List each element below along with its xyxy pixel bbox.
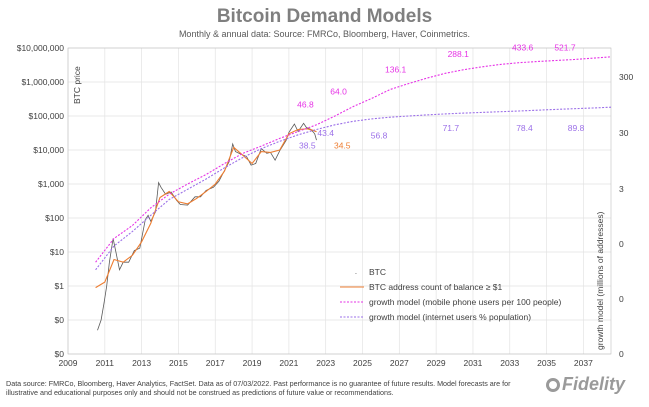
x-axis-ticks: 2009 2011 2013 2015 2017 2019 2021 2023 2025 2027… <box>59 358 594 368</box>
x-tick-label: 2035 <box>537 358 556 368</box>
x-tick-label: 2017 <box>206 358 225 368</box>
series-line-3 <box>95 106 612 271</box>
series-lines <box>95 56 612 331</box>
chart-title: Bitcoin Demand Models <box>216 6 433 27</box>
annotation-label: 43.4 <box>317 128 334 138</box>
y2-tick-label: 30 <box>619 128 629 138</box>
y-axis-label: BTC price <box>72 66 82 104</box>
y-tick-label: $10,000,000 <box>17 43 65 53</box>
x-tick-label: 2031 <box>463 358 482 368</box>
series-line-2 <box>95 56 612 263</box>
y-tick-label: $10 <box>50 247 64 257</box>
y2-tick-label: 300 <box>619 72 633 82</box>
x-tick-label: 2011 <box>96 358 115 368</box>
y2-axis-label: growth model (millions of addresses) <box>595 211 605 350</box>
x-tick-label: 2033 <box>500 358 519 368</box>
annotations: 46.8 64.0 136.1 288.1 433.6 521.7 43.438.5 34.5… <box>297 42 584 150</box>
y-tick-label: $100,000 <box>29 111 65 121</box>
y-tick-label: $0 <box>55 315 65 325</box>
x-tick-label: 2015 <box>169 358 188 368</box>
y2-tick-label: 0 <box>619 294 624 304</box>
x-tick-label: 2021 <box>279 358 298 368</box>
annotation-label: 433.6 <box>512 42 534 52</box>
annotation-label: 64.0 <box>330 86 347 96</box>
fidelity-mark-icon <box>546 377 560 392</box>
annotation-label: 34.5 <box>334 141 351 151</box>
y2-tick-label: 0 <box>619 239 624 249</box>
annotation-label: 288.1 <box>448 49 470 59</box>
annotation-label: 71.7 <box>443 123 460 133</box>
x-tick-label: 2013 <box>132 358 151 368</box>
y-tick-label: $100 <box>45 213 64 223</box>
legend-entry: BTC address count of balance ≥ $1 <box>369 282 502 292</box>
x-tick-label: 2023 <box>316 358 335 368</box>
annotation-label: 78.4 <box>516 123 533 133</box>
fidelity-logo-text: Fidelity <box>562 374 626 394</box>
y2-tick-label: 3 <box>619 184 624 194</box>
chart-subtitle: Monthly & annual data: Source: FMRCo, Bl… <box>178 29 471 39</box>
y-axis-ticks: $0 $0 $1 $10 $100 $1,000 $10,000 $100,000 $1,000… <box>17 43 65 359</box>
fidelity-logo: Fidelity <box>546 374 625 395</box>
plot-area <box>67 47 612 355</box>
y-tick-label: $0 <box>55 349 65 359</box>
y2-tick-label: 0 <box>619 349 624 359</box>
bitcoin-demand-chart: 46.8 64.0 136.1 288.1 433.6 521.7 43.438.5 34.5… <box>17 42 634 368</box>
y-tick-label: $1,000 <box>38 179 64 189</box>
x-tick-label: 2037 <box>574 358 593 368</box>
legend-entry: growth model (internet users % populatio… <box>369 312 531 322</box>
y-tick-label: $1,000,000 <box>21 77 64 87</box>
annotation-label: 38.5 <box>299 141 316 151</box>
x-tick-label: 2025 <box>353 358 372 368</box>
annotation-label: 521.7 <box>554 42 576 52</box>
annotation-label: 89.8 <box>568 123 585 133</box>
annotation-label: 56.8 <box>371 130 388 140</box>
legend: · BTC BTC address count of balance ≥ $1 gro… <box>340 267 561 322</box>
legend-entry: growth model (mobile phone users per 100… <box>369 297 561 307</box>
annotation-label: 136.1 <box>385 65 407 75</box>
y-tick-label: $1 <box>55 281 65 291</box>
legend-entry: BTC <box>369 267 386 277</box>
x-tick-label: 2019 <box>243 358 262 368</box>
series-line-1 <box>95 128 317 289</box>
annotation-label: 46.8 <box>297 99 314 109</box>
x-tick-label: 2027 <box>390 358 409 368</box>
y2-axis-ticks: 0 0 0 3 30 300 <box>619 72 633 359</box>
footer-note: Data source: FMRCo, Bloomberg, Haver Ana… <box>6 379 511 397</box>
legend-marker-btc: · <box>355 269 358 278</box>
x-tick-label: 2029 <box>427 358 446 368</box>
y-tick-label: $10,000 <box>33 145 64 155</box>
x-tick-label: 2009 <box>59 358 78 368</box>
